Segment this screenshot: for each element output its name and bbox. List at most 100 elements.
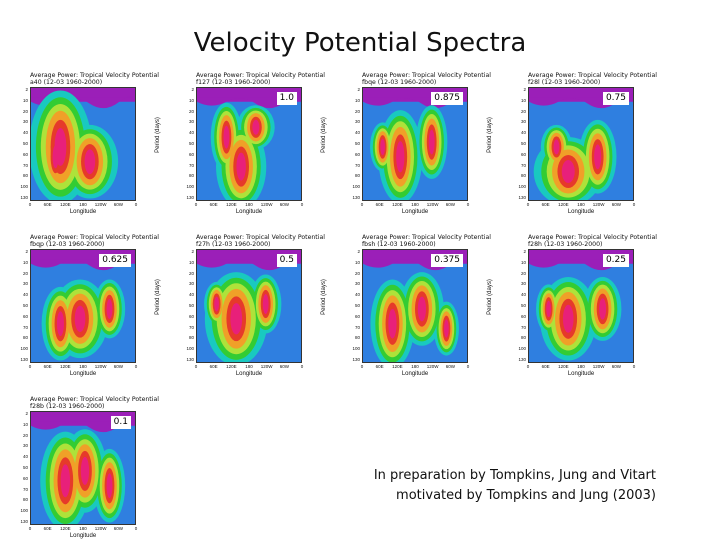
y-ticks: 2 10 20 30 40 50 60 70 80 100 130 xyxy=(350,87,360,201)
y-tick-label: 70 xyxy=(188,324,194,330)
y-tick-label: 10 xyxy=(520,259,526,265)
x-tick-label: 0 xyxy=(632,364,636,369)
contour-region xyxy=(74,305,86,332)
panel-subtitle-line: fbsh (12-03 1960-2000) xyxy=(362,241,436,248)
x-tick-label: 60E xyxy=(209,202,218,207)
y-axis-label: Period (days) xyxy=(154,117,161,153)
contour-region xyxy=(428,129,435,155)
y-tick-label: 20 xyxy=(188,270,194,276)
contour-region xyxy=(56,311,64,337)
y-axis-label: Period (days) xyxy=(320,279,327,315)
y-tick-label: 50 xyxy=(520,141,526,146)
x-axis-label: Longitude xyxy=(69,533,97,539)
contour-region xyxy=(230,303,243,335)
panel-subtitle-line: fbqp (12-03 1960-2000) xyxy=(30,241,105,248)
y-tick-label: 100 xyxy=(20,184,28,190)
spectrum-panel: Average Power: Tropical Velocity Potenti… xyxy=(487,72,657,220)
contour-region xyxy=(262,294,269,314)
y-tick-label: 80 xyxy=(22,335,28,341)
parameter-badge: 0.625 xyxy=(99,254,131,267)
x-tick-label: 0 xyxy=(466,364,470,369)
contour-field xyxy=(363,88,467,200)
caption-line-2: motivated by Tompkins and Jung (2003) xyxy=(396,488,656,503)
y-axis-label: Period (days) xyxy=(486,279,493,315)
x-tick-label: 120E xyxy=(226,202,237,207)
y-tick-label: 2 xyxy=(357,249,360,254)
y-tick-label: 2 xyxy=(25,249,28,254)
contour-plot: 0.375 xyxy=(362,249,468,363)
y-ticks: 2 10 20 30 40 50 60 70 80 100 130 xyxy=(18,249,28,363)
y-tick-label: 130 xyxy=(518,357,526,362)
x-tick-label: 180 xyxy=(79,526,87,531)
x-tick-label: 180 xyxy=(411,202,419,207)
contour-region xyxy=(417,296,426,322)
x-tick-label: 120W xyxy=(426,364,439,369)
y-tick-label: 70 xyxy=(188,162,194,168)
x-tick-label: 180 xyxy=(577,202,585,207)
x-tick-label: 120W xyxy=(426,202,439,207)
x-tick-label: 0 xyxy=(360,364,364,369)
y-tick-label: 20 xyxy=(520,270,526,276)
y-tick-label: 130 xyxy=(352,357,360,362)
spectrum-panel: Average Power: Tropical Velocity Potenti… xyxy=(155,72,325,220)
x-tick-label: 60W xyxy=(279,364,289,369)
x-tick-label: 0 xyxy=(28,526,32,531)
y-tick-label: 60 xyxy=(22,475,28,481)
contour-region xyxy=(80,456,90,485)
y-tick-label: 20 xyxy=(354,270,360,276)
y-tick-label: 100 xyxy=(518,184,526,190)
panel-title-line: Average Power: Tropical Velocity Potenti… xyxy=(30,396,159,403)
y-tick-label: 30 xyxy=(354,119,360,125)
slide-title: Velocity Potential Spectra xyxy=(193,28,527,58)
panel-title-line: Average Power: Tropical Velocity Potenti… xyxy=(362,72,491,79)
y-tick-label: 30 xyxy=(22,281,28,287)
x-ticks: 0 60E 120E 180 120W 60W 0 xyxy=(28,526,138,532)
x-tick-label: 60W xyxy=(445,202,455,207)
y-tick-label: 100 xyxy=(352,346,360,352)
contour-region xyxy=(214,296,219,312)
y-ticks: 2 10 20 30 40 50 60 70 80 100 130 xyxy=(18,411,28,525)
panel-title: Average Power: Tropical Velocity Potenti… xyxy=(196,234,325,248)
x-tick-label: 120E xyxy=(558,202,569,207)
x-ticks: 0 60E 120E 180 120W 60W 0 xyxy=(527,202,636,208)
x-axis-label: Longitude xyxy=(69,209,97,215)
panel-title: Average Power: Tropical Velocity Potenti… xyxy=(196,72,325,86)
panel-title-line: Average Power: Tropical Velocity Potenti… xyxy=(528,72,657,79)
x-tick-label: 120E xyxy=(60,202,71,207)
y-tick-label: 20 xyxy=(22,108,28,114)
y-tick-label: 2 xyxy=(25,411,28,416)
x-tick-label: 180 xyxy=(577,364,585,369)
x-tick-label: 120W xyxy=(260,364,273,369)
x-tick-label: 0 xyxy=(134,202,138,207)
x-tick-label: 180 xyxy=(245,202,253,207)
x-axis-label: Longitude xyxy=(401,209,429,215)
x-tick-label: 60W xyxy=(113,364,123,369)
contour-plot xyxy=(30,87,136,201)
contour-field xyxy=(197,250,301,362)
contour-field xyxy=(31,88,135,200)
contour-plot: 0.75 xyxy=(528,87,634,201)
contour-field xyxy=(529,250,633,361)
contour-plot: 0.25 xyxy=(528,249,634,363)
x-tick-label: 120W xyxy=(592,202,605,207)
spectrum-panel: Average Power: Tropical Velocity Potenti… xyxy=(321,72,491,220)
y-tick-label: 20 xyxy=(22,270,28,276)
y-tick-label: 20 xyxy=(22,432,28,438)
x-tick-label: 0 xyxy=(466,202,470,207)
panel-title-line: Average Power: Tropical Velocity Potenti… xyxy=(30,72,159,79)
x-tick-label: 180 xyxy=(245,364,253,369)
panel-title-line: Average Power: Tropical Velocity Potenti… xyxy=(362,234,491,241)
y-tick-label: 40 xyxy=(188,292,194,298)
panel-title-line: Average Power: Tropical Velocity Potenti… xyxy=(196,72,325,79)
contour-region xyxy=(561,159,575,184)
contour-plot: 0.625 xyxy=(30,249,136,363)
y-ticks: 2 10 20 30 40 50 60 70 80 100 130 xyxy=(516,87,526,201)
x-axis-label: Longitude xyxy=(567,371,595,377)
x-tick-label: 60E xyxy=(43,202,52,207)
y-tick-label: 60 xyxy=(22,151,28,157)
x-tick-label: 60W xyxy=(611,364,621,369)
x-tick-label: 60E xyxy=(375,364,384,369)
y-tick-label: 2 xyxy=(523,249,526,254)
panel-title: Average Power: Tropical Velocity Potenti… xyxy=(362,72,491,86)
x-tick-label: 120W xyxy=(94,364,107,369)
